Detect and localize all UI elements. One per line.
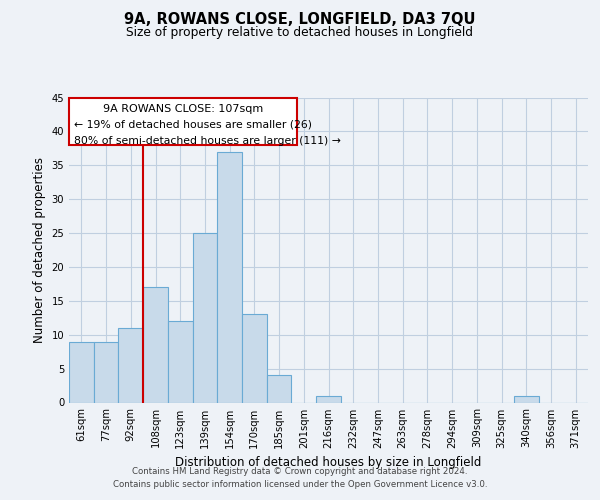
FancyBboxPatch shape (69, 98, 298, 145)
Bar (193, 233, 217, 402)
Text: Contains public sector information licensed under the Open Government Licence v3: Contains public sector information licen… (113, 480, 487, 489)
Text: 9A, ROWANS CLOSE, LONGFIELD, DA3 7QU: 9A, ROWANS CLOSE, LONGFIELD, DA3 7QU (124, 12, 476, 28)
Bar (143, 288, 168, 403)
Text: Size of property relative to detached houses in Longfield: Size of property relative to detached ho… (127, 26, 473, 39)
Bar (514, 396, 539, 402)
Y-axis label: Number of detached properties: Number of detached properties (33, 157, 46, 343)
X-axis label: Distribution of detached houses by size in Longfield: Distribution of detached houses by size … (175, 456, 482, 469)
Text: 9A ROWANS CLOSE: 107sqm: 9A ROWANS CLOSE: 107sqm (103, 104, 263, 114)
Bar (168, 321, 193, 402)
Text: ← 19% of detached houses are smaller (26): ← 19% of detached houses are smaller (26… (74, 120, 312, 130)
Bar (94, 342, 118, 402)
Text: Contains HM Land Registry data © Crown copyright and database right 2024.: Contains HM Land Registry data © Crown c… (132, 467, 468, 476)
Bar (217, 152, 242, 402)
Bar (69, 342, 94, 402)
Bar (118, 328, 143, 402)
Bar (242, 314, 267, 402)
Bar (316, 396, 341, 402)
Text: 80% of semi-detached houses are larger (111) →: 80% of semi-detached houses are larger (… (74, 136, 341, 145)
Bar (267, 376, 292, 402)
